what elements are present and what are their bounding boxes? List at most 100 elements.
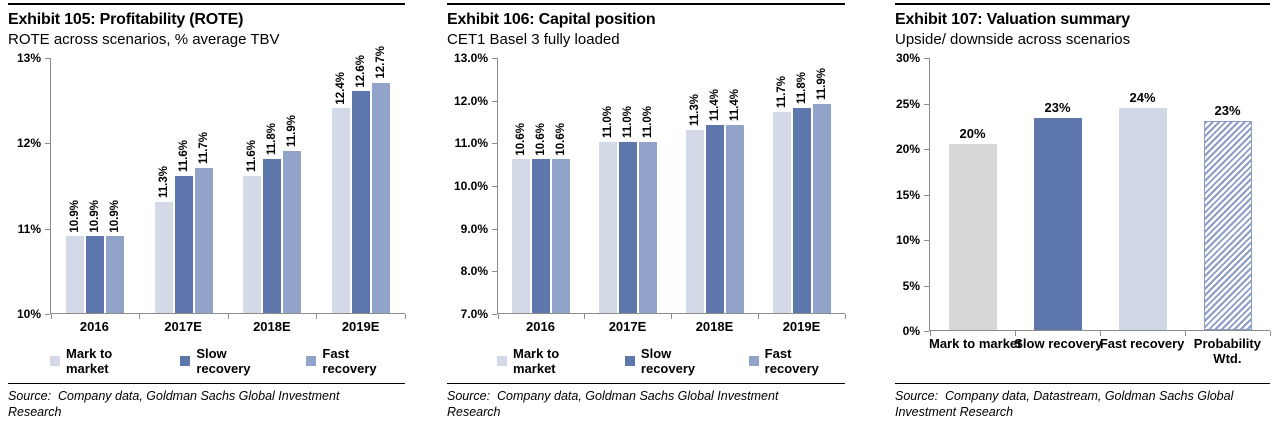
y-axis-tick — [45, 143, 50, 145]
y-axis: 13% 12% 11% 10% — [8, 51, 50, 321]
legend-swatch — [624, 356, 635, 366]
x-axis-tick — [50, 314, 52, 319]
bar-value-label: 23% — [1214, 102, 1241, 118]
bar-value-label: 11.6% — [177, 140, 190, 173]
y-axis-tick-label: 9.0% — [460, 221, 488, 236]
bar-with-label: 11.4% — [725, 58, 744, 313]
bar-value-label: 11.0% — [642, 106, 655, 139]
exhibit-subtitle: ROTE across scenarios, % average TBV — [8, 31, 280, 48]
x-axis-tick — [497, 314, 499, 319]
chart-valuation-summary: 30% 25% 20% 15% 10% 5% 0% 20% 23% 24% 23% Mark to m… — [895, 51, 1271, 366]
bar — [599, 142, 618, 313]
legend-item: Mark to market — [50, 346, 156, 376]
bar-group: 10.9% 10.9% 10.9% — [66, 58, 125, 313]
chart-area: 13.0% 12.0% 11.0% 10.0% 9.0% 8.0% 7.0% 10.6% 10.… — [447, 51, 846, 321]
legend-item: Fast recovery — [306, 346, 405, 376]
exhibit-title: Exhibit 107: Valuation summary — [895, 11, 1130, 28]
exhibit-title: Exhibit 105: Profitability (ROTE) — [8, 11, 244, 28]
bar-group: 11.6% 11.8% 11.9% — [243, 58, 302, 313]
x-axis-label: 2018E — [253, 319, 291, 334]
plot-area: 10.9% 10.9% 10.9% 11.3% 11.6% 11.7% 11.6% 11.8%… — [50, 46, 406, 319]
legend-swatch — [180, 356, 191, 366]
source-rule — [8, 383, 405, 384]
y-axis-tick — [492, 314, 497, 315]
source-note: Source: Company data, Goldman Sachs Glob… — [447, 389, 782, 419]
bar-with-label: 10.6% — [512, 58, 531, 313]
legend-label: Fast recovery — [322, 346, 377, 376]
bar-value-label: 10.9% — [109, 199, 122, 233]
bar-value-label: 23% — [1044, 99, 1071, 115]
legend-label: Fast recovery — [764, 346, 819, 376]
y-axis-tick — [924, 149, 929, 150]
bar-value-label: 20% — [959, 126, 986, 142]
source-rule — [895, 383, 1270, 384]
x-axis-tick — [1099, 331, 1101, 336]
y-axis-tick-label: 12% — [16, 136, 41, 151]
bar — [106, 236, 125, 313]
y-axis-tick — [492, 271, 497, 273]
bar — [86, 236, 105, 313]
bar-group: 20% — [948, 58, 997, 330]
x-axis-labels: 2016 2017E 2018E 2019E — [497, 319, 845, 334]
y-axis-tick — [924, 331, 929, 332]
bar — [1118, 107, 1167, 330]
bar — [243, 176, 262, 313]
x-axis-tick — [1269, 331, 1271, 336]
y-axis-tick-label: 5% — [902, 278, 920, 293]
bar — [725, 125, 744, 313]
bar — [283, 150, 302, 313]
bar-group: 11.7% 11.8% 11.9% — [772, 58, 831, 313]
legend-item: Slow recovery — [624, 346, 725, 376]
plot-area: 10.6% 10.6% 10.6% 11.0% 11.0% 11.0% 11.3% 11.4%… — [497, 58, 846, 319]
source-block: Source: Company data, Datastream, Goldma… — [895, 383, 1270, 420]
x-axis-tick — [584, 314, 586, 319]
bar — [552, 159, 571, 313]
y-axis-tick-label: 10% — [16, 307, 41, 321]
bar-value-label: 11.3% — [157, 166, 170, 199]
bar-with-label: 11.0% — [639, 58, 658, 313]
y-axis-tick — [492, 58, 497, 59]
panel-top-rule — [447, 3, 845, 5]
chart-area: 13% 12% 11% 10% 10.9% 10.9% 10.9% 11.3% 11.6% 11.… — [8, 46, 406, 321]
x-axis-tick — [671, 314, 672, 319]
legend-swatch — [748, 356, 759, 366]
bar-value-label: 11.9% — [815, 67, 828, 100]
x-axis-tick — [929, 331, 931, 336]
bar-value-label: 11.3% — [688, 93, 701, 126]
bar — [639, 142, 658, 313]
bar-group: 24% — [1118, 58, 1167, 330]
y-axis-tick — [45, 58, 50, 59]
y-axis-tick-label: 30% — [895, 51, 920, 65]
bar-value-label: 11.0% — [622, 106, 635, 139]
bar-value-label: 11.6% — [246, 140, 259, 173]
bar — [532, 159, 551, 313]
x-axis-label: 2017E — [164, 319, 202, 334]
x-axis-label: Probability Wtd. — [1193, 336, 1261, 366]
bar-with-label: 20% — [948, 58, 997, 330]
bar — [512, 159, 531, 313]
y-axis: 13.0% 12.0% 11.0% 10.0% 9.0% 8.0% 7.0% — [447, 51, 497, 321]
bar-group: 23% — [1033, 58, 1082, 330]
y-axis-tick-label: 11% — [17, 221, 41, 236]
bar-group: 23% — [1203, 58, 1252, 330]
bar-with-label: 11.6% — [174, 58, 193, 313]
bar-value-label: 24% — [1129, 89, 1156, 105]
exhibit-subtitle: CET1 Basel 3 fully loaded — [447, 31, 620, 48]
bar-group: 11.3% 11.6% 11.7% — [154, 58, 213, 313]
x-axis-label: 2018E — [695, 319, 734, 334]
bar-with-label: 12.6% — [351, 55, 370, 313]
y-axis-tick — [45, 314, 50, 315]
bar-value-label: 12.4% — [334, 71, 347, 105]
bar-with-label: 12.4% — [331, 58, 350, 313]
legend-swatch — [50, 356, 60, 366]
x-axis-tick — [844, 314, 846, 319]
panel-top-rule — [895, 3, 1270, 5]
exhibit-107-panel: Exhibit 107: Valuation summary Upside/ d… — [895, 3, 1271, 426]
x-axis-label: 2019E — [341, 319, 380, 334]
y-axis-tick — [924, 194, 929, 196]
bar-value-label: 10.6% — [535, 122, 548, 156]
y-axis-tick — [492, 228, 497, 230]
bar-value-label: 12.7% — [374, 46, 387, 79]
x-axis-tick — [227, 314, 229, 319]
y-axis-tick — [492, 100, 497, 102]
